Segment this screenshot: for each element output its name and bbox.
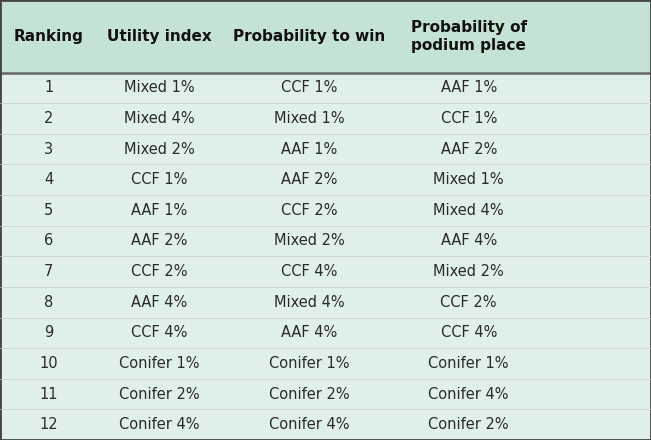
- Text: Conifer 4%: Conifer 4%: [269, 417, 350, 432]
- Text: Conifer 4%: Conifer 4%: [119, 417, 200, 432]
- Text: AAF 1%: AAF 1%: [441, 81, 497, 95]
- Text: AAF 4%: AAF 4%: [441, 234, 497, 249]
- Text: Conifer 1%: Conifer 1%: [269, 356, 350, 371]
- Bar: [0, 0, 651, 73]
- Text: 12: 12: [40, 417, 58, 432]
- Text: CCF 2%: CCF 2%: [281, 203, 337, 218]
- Text: Ranking: Ranking: [14, 29, 84, 44]
- Text: Mixed 1%: Mixed 1%: [274, 111, 344, 126]
- Text: CCF 1%: CCF 1%: [132, 172, 187, 187]
- Text: 2: 2: [44, 111, 53, 126]
- Text: Mixed 4%: Mixed 4%: [434, 203, 504, 218]
- Text: Mixed 2%: Mixed 2%: [434, 264, 504, 279]
- Text: AAF 1%: AAF 1%: [281, 142, 337, 157]
- Text: AAF 4%: AAF 4%: [281, 325, 337, 341]
- Text: Mixed 2%: Mixed 2%: [274, 234, 344, 249]
- Text: AAF 1%: AAF 1%: [132, 203, 187, 218]
- Text: Mixed 1%: Mixed 1%: [434, 172, 504, 187]
- Text: Conifer 1%: Conifer 1%: [428, 356, 509, 371]
- Text: CCF 1%: CCF 1%: [281, 81, 337, 95]
- Text: Probability of
podium place: Probability of podium place: [411, 20, 527, 53]
- Text: Conifer 1%: Conifer 1%: [119, 356, 200, 371]
- Text: CCF 4%: CCF 4%: [132, 325, 187, 341]
- Text: AAF 2%: AAF 2%: [281, 172, 337, 187]
- Text: CCF 4%: CCF 4%: [281, 264, 337, 279]
- Text: AAF 4%: AAF 4%: [132, 295, 187, 310]
- Text: Mixed 4%: Mixed 4%: [124, 111, 195, 126]
- Text: 4: 4: [44, 172, 53, 187]
- Text: 10: 10: [40, 356, 58, 371]
- Text: 5: 5: [44, 203, 53, 218]
- Text: Utility index: Utility index: [107, 29, 212, 44]
- Text: Conifer 2%: Conifer 2%: [119, 387, 200, 402]
- Text: Conifer 2%: Conifer 2%: [269, 387, 350, 402]
- Text: Mixed 2%: Mixed 2%: [124, 142, 195, 157]
- Text: CCF 4%: CCF 4%: [441, 325, 497, 341]
- Text: 6: 6: [44, 234, 53, 249]
- Text: Probability to win: Probability to win: [233, 29, 385, 44]
- Text: 7: 7: [44, 264, 53, 279]
- Text: Mixed 1%: Mixed 1%: [124, 81, 195, 95]
- Text: AAF 2%: AAF 2%: [441, 142, 497, 157]
- Text: 11: 11: [40, 387, 58, 402]
- Text: AAF 2%: AAF 2%: [132, 234, 187, 249]
- Text: CCF 2%: CCF 2%: [441, 295, 497, 310]
- Text: CCF 2%: CCF 2%: [132, 264, 187, 279]
- Text: 9: 9: [44, 325, 53, 341]
- Text: Conifer 2%: Conifer 2%: [428, 417, 509, 432]
- Text: Conifer 4%: Conifer 4%: [428, 387, 509, 402]
- Text: 8: 8: [44, 295, 53, 310]
- Text: Mixed 4%: Mixed 4%: [274, 295, 344, 310]
- Text: CCF 1%: CCF 1%: [441, 111, 497, 126]
- Text: 3: 3: [44, 142, 53, 157]
- Text: 1: 1: [44, 81, 53, 95]
